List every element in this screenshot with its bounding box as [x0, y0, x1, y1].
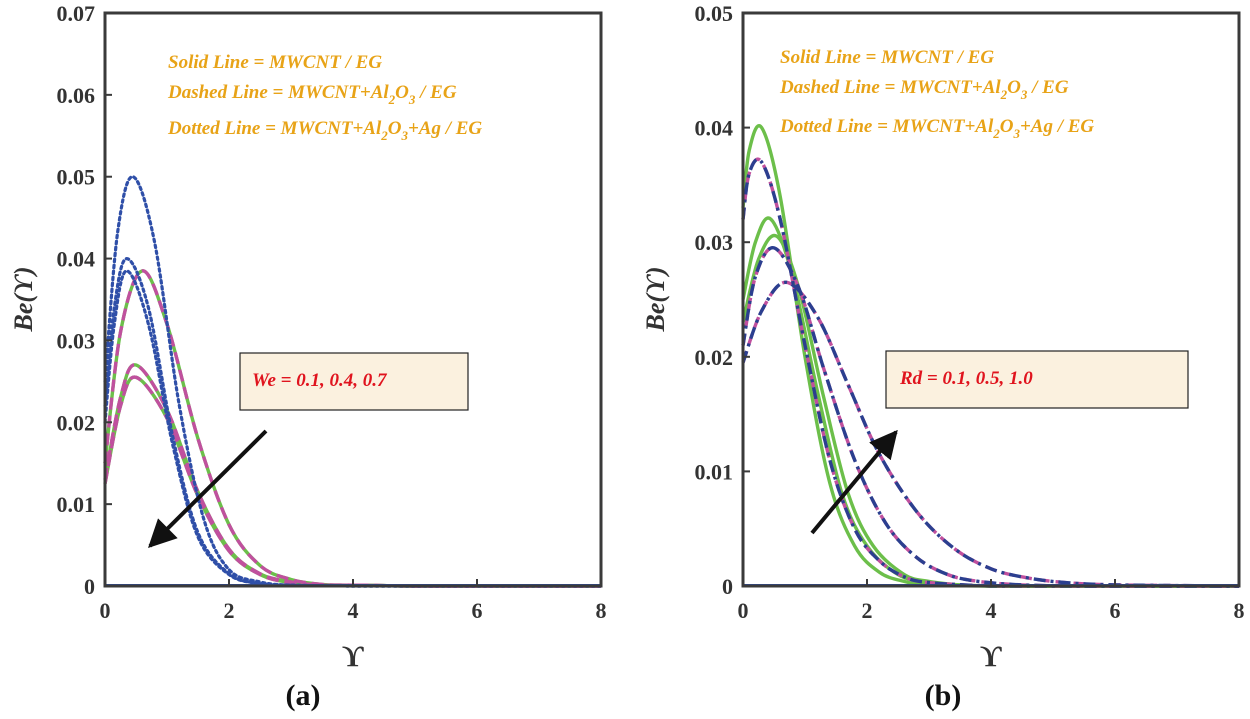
panel-a-legend-solid: Solid Line = MWCNT / EG: [168, 52, 382, 73]
panel-b-series-2: [741, 233, 1239, 588]
panel-a-ytick-label-1: 0.01: [57, 492, 96, 517]
panel-b-legend-dotted-mid: O: [1000, 116, 1014, 137]
panel-a-xtick-label-3: 6: [472, 598, 483, 623]
panel-b-ylabel: Be(ϒ): [641, 266, 670, 332]
panel-a-legend-dotted-sub2: 3: [400, 128, 408, 143]
panel-a-xtick-label-2: 4: [348, 598, 359, 623]
panel-b-xtick-label-1: 2: [862, 598, 873, 623]
panel-b-ytick-label-5: 0.05: [695, 1, 734, 26]
panel-a-legend-dotted-main: Dotted Line = MWCNT+Al: [167, 118, 382, 139]
panel-b-ytick-label-0: 0: [722, 574, 733, 599]
panel-b-legend-dotted-main: Dotted Line = MWCNT+Al: [779, 116, 994, 137]
panel-a-series-8: [103, 269, 603, 588]
panel-a-series-7: [103, 256, 603, 588]
panel-b-xtick-label-2: 4: [986, 598, 997, 623]
panel-b-ticks: 0 2 4 6 8 0 0.01 0.02 0.03 0.04 0.05: [695, 1, 1245, 623]
panel-b-ytick-label-4: 0.04: [695, 116, 734, 141]
panel-a-legend-dashed-main: Dashed Line = MWCNT+Al: [167, 82, 389, 103]
panel-a-param-label: We = 0.1, 0.4, 0.7: [252, 370, 388, 391]
panel-b-xtick-label-3: 6: [1110, 598, 1121, 623]
panel-a-legend-dashed-tail: / EG: [415, 82, 456, 103]
panel-a-xlabel: ϒ: [342, 640, 364, 673]
panel-a-legend-dotted-sub1: 2: [380, 128, 388, 143]
panel-a-ylabel: Be(ϒ): [9, 266, 38, 332]
panel-b-legend-dotted-tail: +Ag / EG: [1020, 116, 1094, 137]
panel-b-legend-dashed-sub2: 3: [1020, 87, 1028, 102]
panel-a-ticks: 0 2 4 6 8 0 0.01 0.02 0.03 0.04 0.05 0.06 0.07: [57, 1, 607, 623]
panel-b-legend-dashed-main: Dashed Line = MWCNT+Al: [779, 77, 1001, 98]
panel-b-xtick-label-4: 8: [1234, 598, 1245, 623]
panel-a-xtick-label-1: 2: [224, 598, 235, 623]
panel-b-xtick-label-0: 0: [738, 598, 749, 623]
panel-a-ytick-label-7: 0.07: [57, 1, 96, 26]
panel-a-ytick-label-0: 0: [84, 574, 95, 599]
panel-a-series-3: [103, 269, 601, 588]
panel-a-series-0: [103, 269, 601, 588]
panel-b-plot-frame: [741, 11, 1241, 588]
panel-a-legend-dashed-mid: O: [395, 82, 409, 103]
panel-a-legend-dotted: Dotted Line = MWCNT+Al2O3+Ag / EG: [167, 118, 482, 143]
panel-b-series-8: [741, 280, 1240, 588]
panel-b-legend-dashed-mid: O: [1007, 77, 1021, 98]
panel-b-legend-dotted: Dotted Line = MWCNT+Al2O3+Ag / EG: [779, 116, 1094, 141]
panel-b-legend-solid: Solid Line = MWCNT / EG: [780, 47, 994, 68]
panel-a-series-5: [103, 375, 601, 588]
panel-b-legend-dotted-sub2: 3: [1012, 126, 1020, 141]
panel-a-ytick-label-5: 0.05: [57, 165, 96, 190]
panel-a-legend-dotted-tail: +Ag / EG: [408, 118, 482, 139]
panel-a-ytick-label-3: 0.03: [57, 328, 96, 353]
panel-b-ytick-label-1: 0.01: [695, 459, 734, 484]
panel-b-legend-dashed-tail: / EG: [1027, 77, 1068, 98]
panel-a-legend-dashed-sub1: 2: [388, 92, 396, 107]
panel-a-xtick-label-0: 0: [100, 598, 111, 623]
panel-b-legend-dotted-sub1: 2: [992, 126, 1000, 141]
panel-b-series-5: [741, 280, 1240, 588]
panel-a-ytick-label-4: 0.04: [57, 247, 96, 272]
panel-a-legend-dashed: Dashed Line = MWCNT+Al2O3 / EG: [167, 82, 457, 107]
panel-b-trend-arrow: [810, 429, 898, 535]
panel-b: 0 2 4 6 8 0 0.01 0.02 0.03 0.04 0.05 Solid Line = …: [641, 1, 1245, 712]
panel-b-xlabel: ϒ: [980, 640, 1002, 673]
panel-b-param-box: [885, 350, 1189, 409]
panel-a-ytick-label-6: 0.06: [57, 83, 96, 108]
panel-b-ytick-label-2: 0.02: [695, 345, 734, 370]
panel-a-legend-dotted-mid: O: [388, 118, 402, 139]
panel-a-xtick-label-4: 8: [596, 598, 607, 623]
panel-b-ytick-label-3: 0.03: [695, 230, 734, 255]
panel-a-param-box: [239, 352, 469, 411]
panel-a-legend-dashed-sub2: 3: [408, 92, 416, 107]
panel-a-ytick-label-2: 0.02: [57, 410, 96, 435]
panel-b-legend-dashed-sub1: 2: [1000, 87, 1008, 102]
panel-a-trend-arrow: [148, 429, 268, 548]
panel-a: 0 2 4 6 8 0 0.01 0.02 0.03 0.04 0.05 0.06 0.07 Solid…: [9, 1, 607, 712]
panel-a-label: (a): [286, 679, 321, 712]
panel-b-label: (b): [925, 679, 962, 712]
panel-b-param-label: Rd = 0.1, 0.5, 1.0: [899, 368, 1033, 389]
panel-b-legend-dashed: Dashed Line = MWCNT+Al2O3 / EG: [779, 77, 1069, 102]
